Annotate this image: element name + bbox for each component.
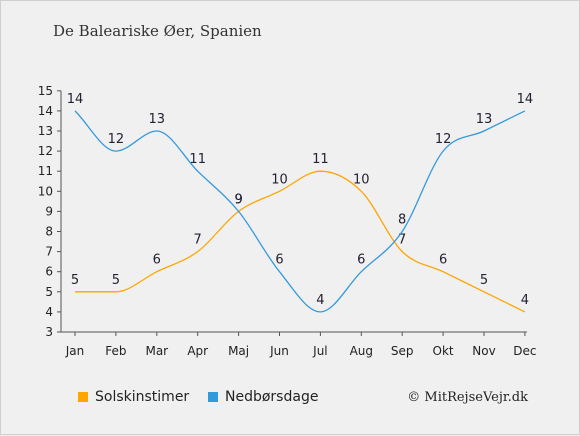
data-label-nedborsdage: 11 (189, 152, 206, 167)
data-label-solskinstimer: 5 (112, 273, 120, 288)
data-label-nedborsdage: 6 (357, 253, 365, 268)
x-tick-label: Jun (269, 344, 289, 358)
y-tick-label: 3 (45, 325, 53, 339)
series-line-nedborsdage (74, 110, 526, 313)
data-label-solskinstimer: 5 (480, 273, 488, 288)
data-label-nedborsdage: 4 (316, 293, 324, 308)
data-label-solskinstimer: 6 (153, 253, 161, 268)
y-tick-label: 9 (45, 204, 53, 218)
y-tick-label: 5 (45, 285, 53, 299)
x-tick-label: Aug (350, 344, 373, 358)
x-tick-label: Apr (187, 344, 208, 358)
legend-label-solskinstimer: Solskinstimer (95, 389, 190, 405)
data-label-nedborsdage: 14 (517, 92, 534, 107)
legend-swatch-nedborsdage (208, 392, 218, 402)
credit-text: © MitRejseVejr.dk (407, 390, 528, 405)
y-tick-label: 15 (38, 84, 53, 98)
y-tick-label: 14 (38, 104, 53, 118)
data-label-solskinstimer: 5 (71, 273, 79, 288)
x-tick-label: Sep (391, 344, 414, 358)
data-label-solskinstimer: 7 (398, 233, 406, 248)
series-line-solskinstimer (75, 170, 526, 313)
data-label-nedborsdage: 13 (149, 112, 166, 127)
data-label-solskinstimer: 11 (312, 152, 329, 167)
data-label-nedborsdage: 6 (275, 253, 283, 268)
legend-swatch-solskinstimer (78, 392, 88, 402)
data-label-solskinstimer: 9 (234, 192, 242, 207)
y-tick-label: 6 (45, 265, 53, 279)
data-label-nedborsdage: 8 (398, 213, 406, 228)
data-label-solskinstimer: 10 (353, 172, 370, 187)
data-label-solskinstimer: 7 (194, 233, 202, 248)
data-label-solskinstimer: 4 (521, 293, 529, 308)
y-tick-label: 8 (45, 225, 53, 239)
chart-title: De Baleariske Øer, Spanien (53, 22, 262, 40)
legend-label-nedborsdage: Nedbørsdage (225, 389, 319, 405)
data-label-nedborsdage: 12 (108, 132, 125, 147)
data-label-solskinstimer: 10 (271, 172, 288, 187)
x-tick-label: Mar (145, 344, 168, 358)
x-tick-label: Dec (513, 344, 536, 358)
data-label-nedborsdage: 12 (435, 132, 452, 147)
x-tick-label: Maj (228, 344, 249, 358)
y-tick-label: 12 (38, 144, 53, 158)
x-tick-label: Jul (312, 344, 327, 358)
x-tick-label: Okt (433, 344, 454, 358)
y-tick-label: 10 (38, 184, 53, 198)
x-tick-label: Feb (105, 344, 126, 358)
data-label-nedborsdage: 13 (476, 112, 493, 127)
legend-item-solskinstimer: Solskinstimer (78, 389, 189, 405)
data-label-nedborsdage: 9 (234, 192, 242, 207)
x-tick-label: Nov (472, 344, 495, 358)
x-tick-label: Jan (65, 344, 85, 358)
y-tick-label: 13 (38, 124, 53, 138)
y-tick-label: 4 (45, 305, 53, 319)
data-label-solskinstimer: 6 (439, 253, 447, 268)
legend-item-nedborsdage: Nedbørsdage (208, 389, 318, 405)
y-tick-label: 7 (45, 245, 53, 259)
data-label-nedborsdage: 14 (67, 92, 84, 107)
y-tick-label: 11 (38, 164, 53, 178)
